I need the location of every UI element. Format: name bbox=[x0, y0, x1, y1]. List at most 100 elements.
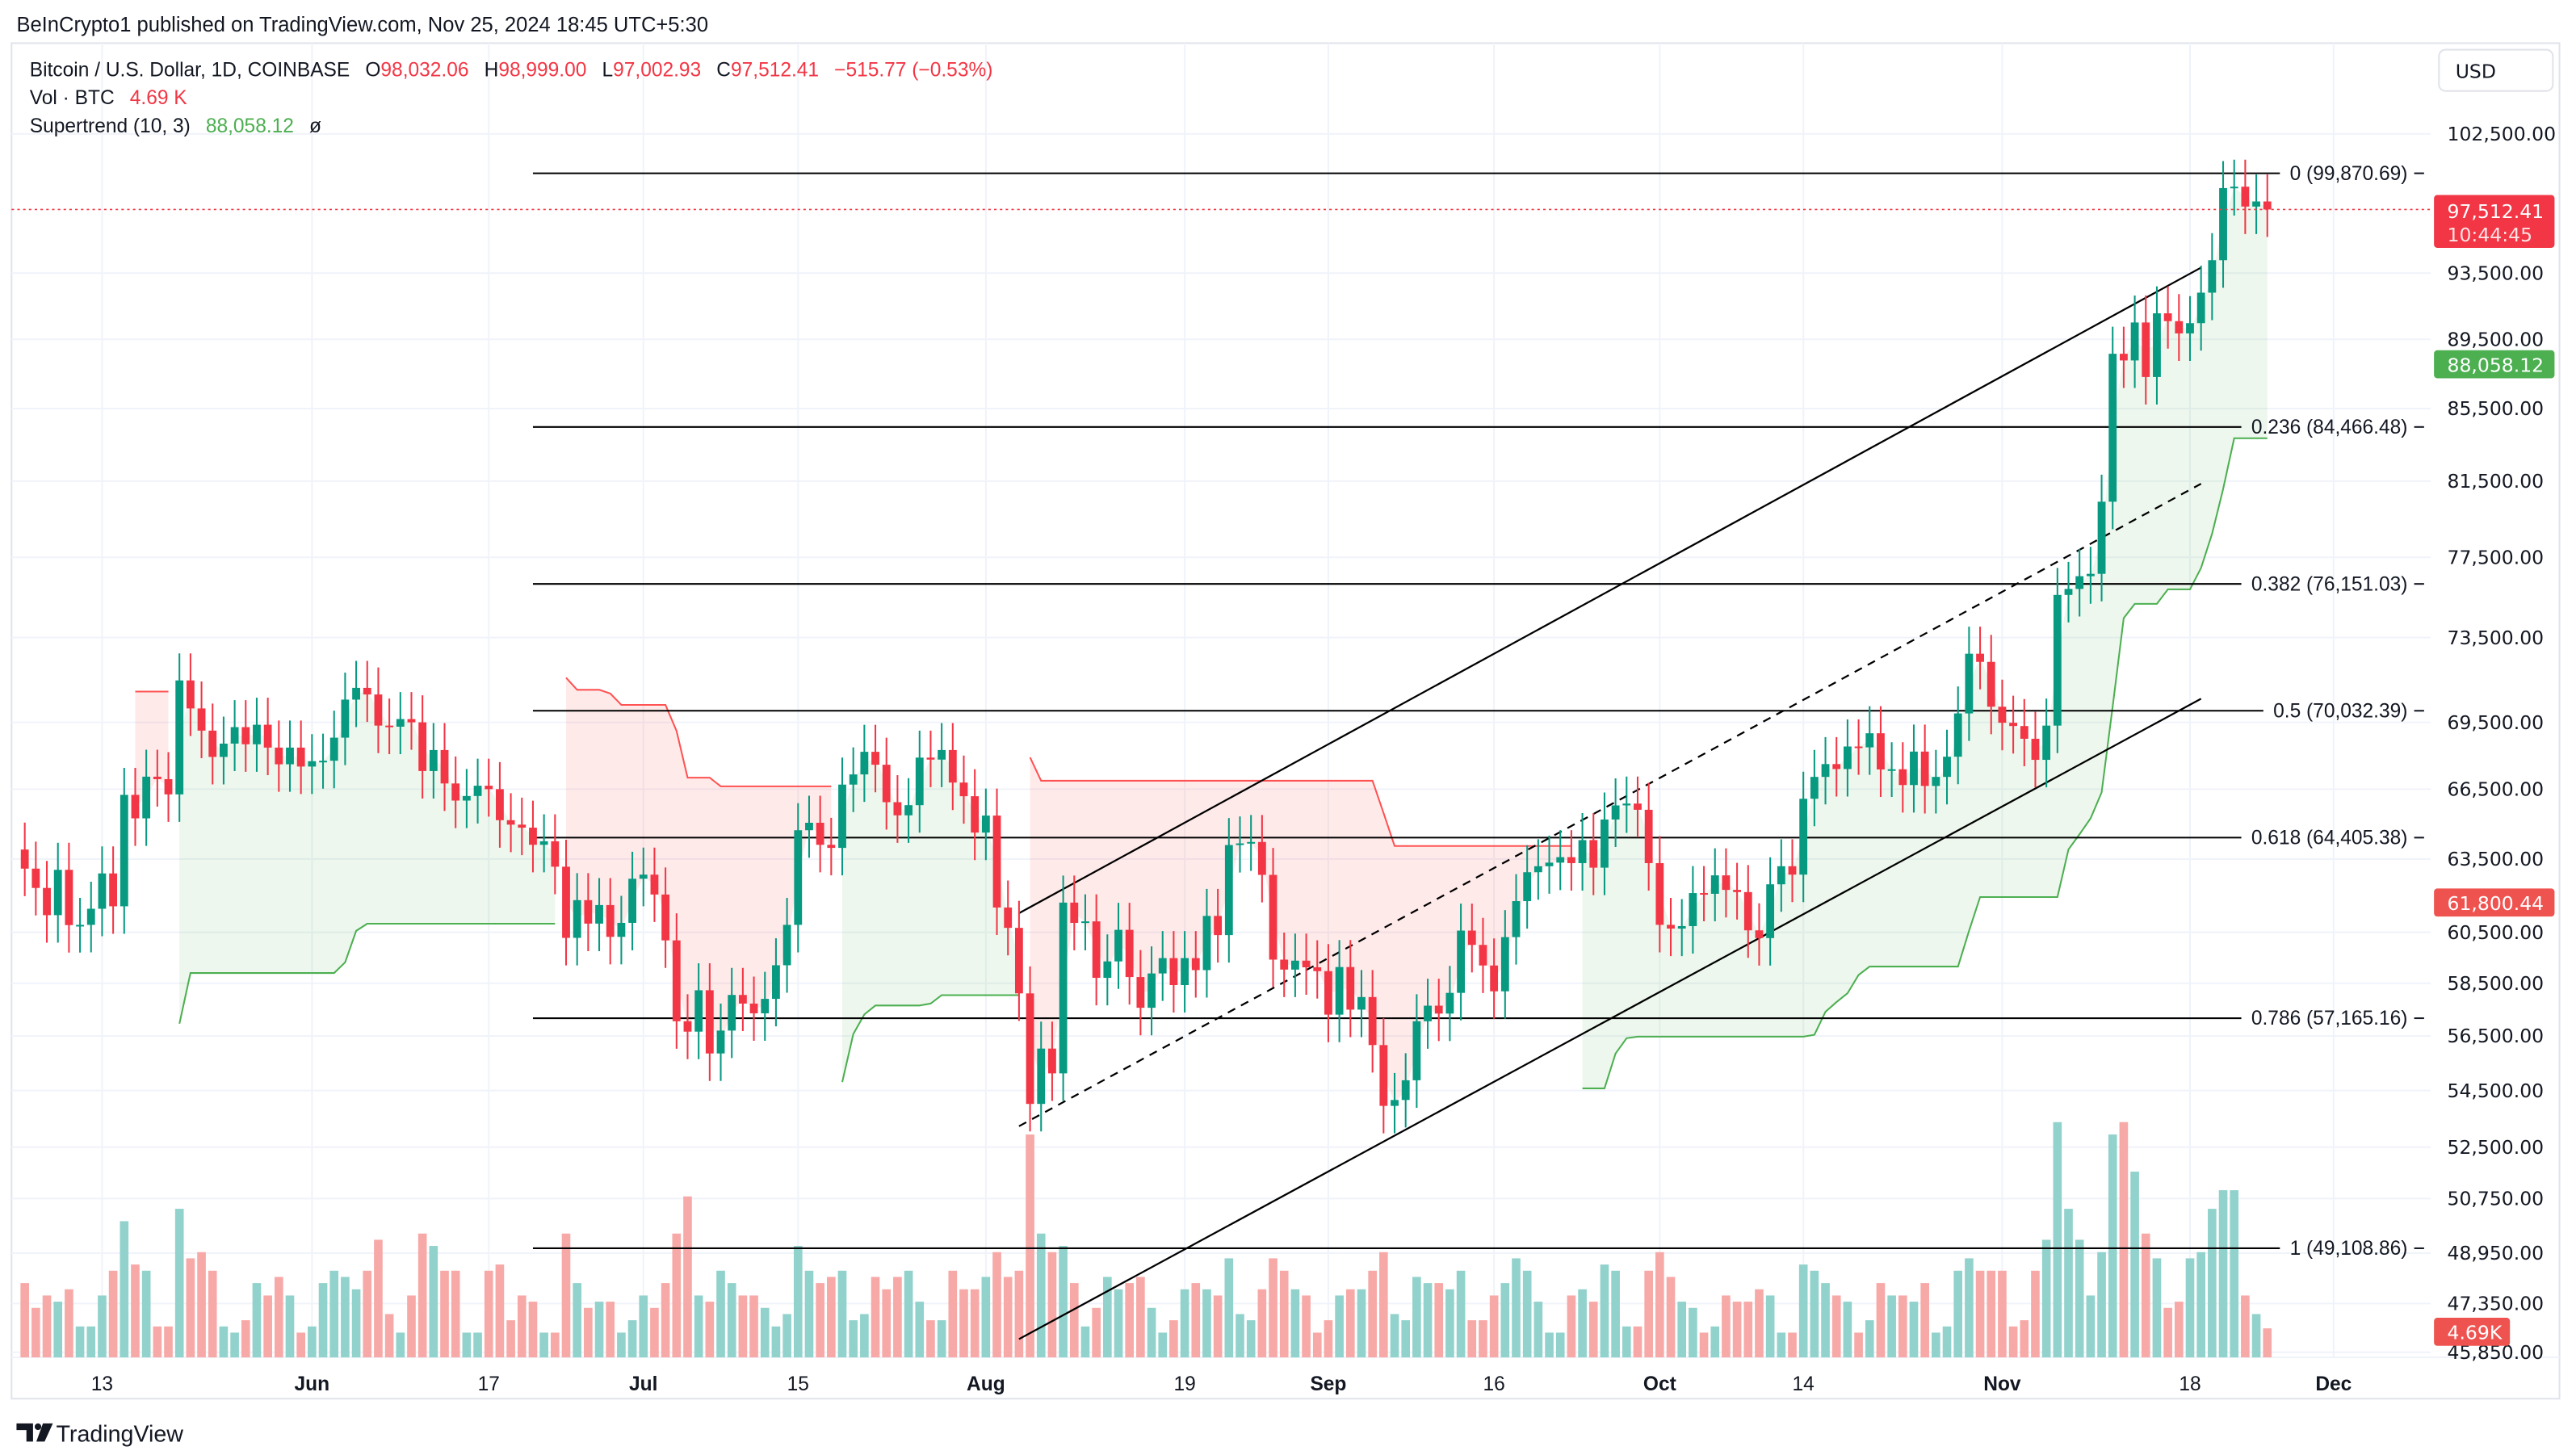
supertrend-uptrend-fill bbox=[179, 690, 556, 1024]
volume-bar bbox=[86, 1326, 96, 1358]
volume-bar bbox=[1125, 1283, 1135, 1358]
candle bbox=[981, 788, 990, 861]
candle bbox=[31, 841, 40, 916]
candle-body bbox=[407, 719, 416, 723]
volume-bar bbox=[1456, 1270, 1466, 1358]
volume-bar bbox=[1136, 1277, 1145, 1358]
candle bbox=[1059, 875, 1068, 1101]
candle-body bbox=[2097, 501, 2106, 574]
candle-body bbox=[98, 873, 107, 909]
volume-bar bbox=[2185, 1258, 2195, 1358]
volume-bar bbox=[1279, 1270, 1289, 1358]
volume-bar bbox=[208, 1270, 217, 1358]
volume-bar bbox=[351, 1289, 361, 1358]
candle bbox=[573, 873, 581, 966]
volume-bar bbox=[926, 1320, 935, 1358]
candle bbox=[1445, 966, 1454, 1042]
candle bbox=[1677, 899, 1686, 957]
volume-bar bbox=[407, 1295, 416, 1358]
legend-volume-row[interactable]: Vol · BTC 4.69 K bbox=[30, 87, 188, 109]
time-tick-label: Jun bbox=[295, 1373, 330, 1395]
volume-bar bbox=[2251, 1314, 2261, 1358]
candle bbox=[1743, 865, 1752, 958]
price-tick-label: 73,500.00 bbox=[2448, 627, 2545, 649]
candle-body bbox=[451, 783, 460, 801]
candle-body bbox=[1932, 777, 1940, 786]
volume-bar bbox=[2075, 1239, 2084, 1358]
volume-bar bbox=[1224, 1258, 1234, 1358]
candle-body bbox=[153, 776, 162, 779]
parallel-channel[interactable] bbox=[1018, 266, 2202, 1340]
candle-body bbox=[2230, 187, 2238, 189]
volume-bar bbox=[1843, 1302, 1852, 1358]
candle-body bbox=[1854, 746, 1863, 748]
volume-bar bbox=[1655, 1252, 1664, 1358]
candle-body bbox=[761, 999, 770, 1013]
volume-bar bbox=[1290, 1289, 1300, 1358]
hidden-eye-icon[interactable]: ø bbox=[309, 115, 321, 137]
time-tick-label: Oct bbox=[1643, 1373, 1676, 1395]
volume-bar bbox=[2031, 1270, 2040, 1358]
candle-body bbox=[1622, 803, 1631, 806]
candle-body bbox=[1556, 857, 1565, 863]
candle-body bbox=[1379, 1045, 1388, 1106]
volume-bar bbox=[1147, 1307, 1156, 1358]
volume-bar bbox=[2152, 1258, 2162, 1358]
tradingview-logo[interactable]: TradingView bbox=[16, 1421, 183, 1447]
candle-body bbox=[109, 873, 118, 907]
legend-supertrend-row[interactable]: Supertrend (10, 3) 88,058.12 ø bbox=[30, 115, 321, 137]
candle-body bbox=[1048, 1048, 1056, 1074]
supertrend-badge-text: 88,058.12 bbox=[2448, 354, 2545, 376]
candle bbox=[705, 962, 714, 1081]
candle bbox=[1689, 866, 1697, 954]
candle-body bbox=[738, 995, 747, 1004]
candle-body bbox=[1490, 965, 1499, 992]
channel-lower-line bbox=[1018, 698, 2202, 1340]
candle bbox=[230, 700, 239, 772]
candle-body bbox=[805, 822, 813, 831]
candle-body bbox=[2186, 323, 2194, 333]
volume-bar bbox=[417, 1233, 427, 1358]
candle bbox=[1953, 686, 1962, 785]
candle bbox=[683, 994, 692, 1059]
candle bbox=[153, 749, 162, 807]
volume-bar bbox=[1533, 1302, 1543, 1358]
time-axis[interactable]: 13 Jun 17 Jul 15 Aug 19 Sep 16 Oct 14 Nov 18 Dec bbox=[91, 1373, 2352, 1395]
volume-bar bbox=[1423, 1283, 1433, 1358]
candle bbox=[2009, 695, 2018, 754]
volume-bar bbox=[594, 1302, 604, 1358]
candle bbox=[1424, 979, 1432, 1049]
candle-body bbox=[551, 841, 560, 867]
supertrend-uptrend-line bbox=[841, 994, 1019, 1083]
volume-bar bbox=[804, 1270, 814, 1358]
candle bbox=[738, 967, 747, 1031]
time-tick-label: Dec bbox=[2315, 1373, 2352, 1395]
volume-bar bbox=[617, 1332, 626, 1358]
fib-level-label: 0.382 (76,151.03) bbox=[2251, 573, 2408, 595]
candle-body bbox=[2153, 313, 2161, 377]
price-axis[interactable]: 102,500.00 93,500.00 89,500.00 85,500.00 81,… bbox=[2448, 123, 2557, 1364]
level-badge-text: 61,800.44 bbox=[2448, 892, 2545, 915]
volume-bar bbox=[716, 1270, 725, 1358]
candle-body bbox=[926, 757, 935, 760]
candle-body bbox=[772, 965, 780, 1000]
volume-bar bbox=[1500, 1283, 1510, 1358]
candle bbox=[275, 720, 283, 792]
candle-body bbox=[606, 904, 615, 937]
price-tick-label: 63,500.00 bbox=[2448, 848, 2545, 870]
candle bbox=[904, 778, 913, 843]
candle bbox=[407, 692, 416, 750]
candle bbox=[1103, 934, 1112, 1006]
volume-bar bbox=[2053, 1122, 2062, 1358]
candle-body bbox=[164, 778, 173, 795]
volume-bar bbox=[120, 1221, 129, 1358]
candle-body bbox=[1125, 929, 1134, 978]
volume-bar bbox=[606, 1302, 615, 1358]
candle-body bbox=[1368, 996, 1377, 1046]
low-value: 97,002.93 bbox=[613, 59, 701, 81]
currency-button[interactable]: USD bbox=[2438, 48, 2554, 92]
candle-body bbox=[1821, 764, 1830, 778]
legend-symbol-row[interactable]: Bitcoin / U.S. Dollar, 1D, COINBASE O98,… bbox=[30, 59, 993, 81]
fibonacci-retracement[interactable]: 0 (99,870.69) 0.236 (84,466.48) 0.382 (76,… bbox=[532, 163, 2424, 1260]
